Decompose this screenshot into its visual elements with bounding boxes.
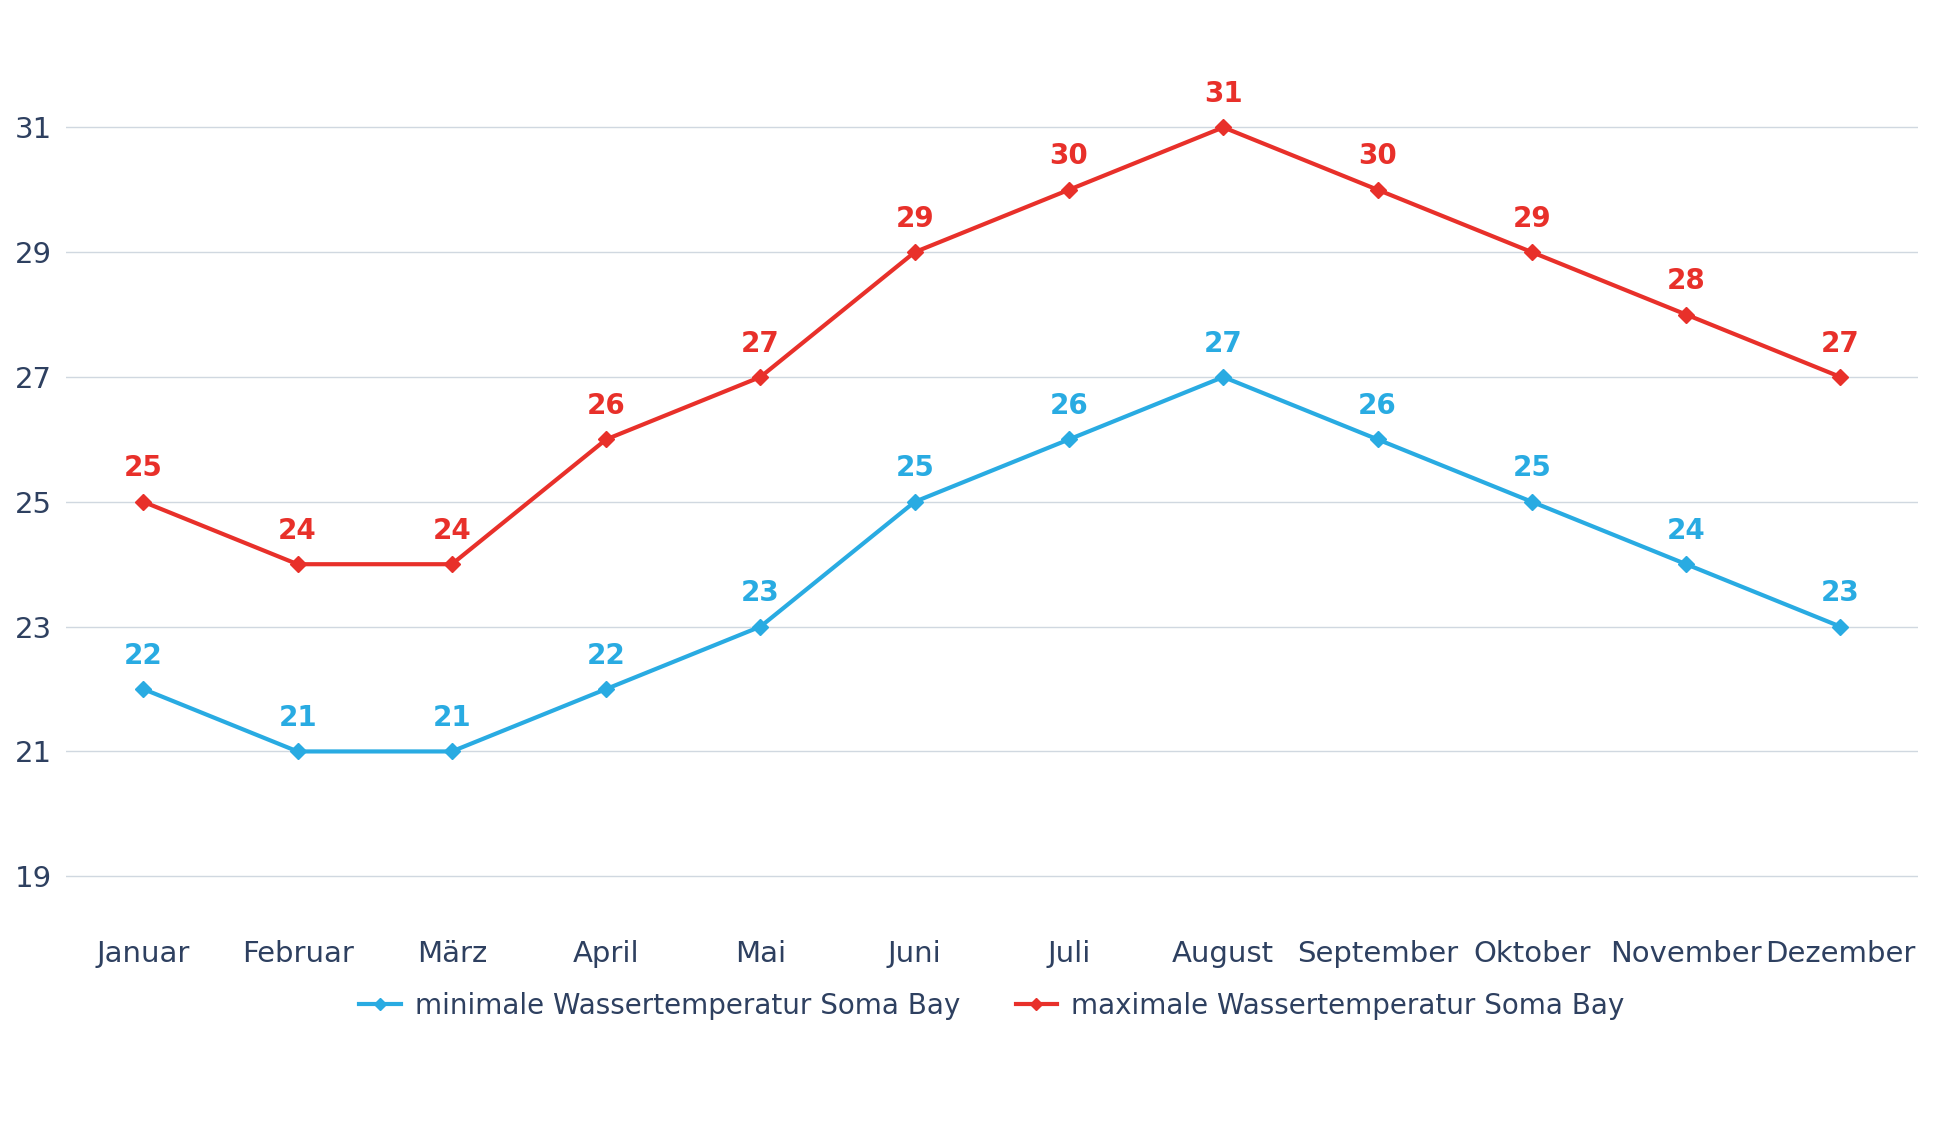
- Text: 26: 26: [1050, 392, 1089, 420]
- Text: 23: 23: [741, 579, 780, 607]
- Text: 25: 25: [895, 455, 934, 482]
- minimale Wassertemperatur Soma Bay: [1058, 432, 1081, 446]
- minimale Wassertemperatur Soma Bay: [286, 744, 309, 758]
- Text: 30: 30: [1050, 143, 1089, 171]
- minimale Wassertemperatur Soma Bay: [749, 620, 772, 633]
- Text: 22: 22: [587, 641, 626, 670]
- maximale Wassertemperatur Soma Bay: [1212, 121, 1235, 135]
- maximale Wassertemperatur Soma Bay: [902, 245, 926, 259]
- minimale Wassertemperatur Soma Bay: [1365, 432, 1389, 446]
- Text: 26: 26: [587, 392, 626, 420]
- maximale Wassertemperatur Soma Bay: [595, 432, 619, 446]
- Text: 31: 31: [1204, 80, 1243, 107]
- minimale Wassertemperatur Soma Bay: [1675, 558, 1698, 571]
- maximale Wassertemperatur Soma Bay: [1675, 308, 1698, 321]
- Text: 25: 25: [1513, 455, 1552, 482]
- minimale Wassertemperatur Soma Bay: [132, 682, 156, 696]
- maximale Wassertemperatur Soma Bay: [1058, 183, 1081, 197]
- Legend: minimale Wassertemperatur Soma Bay, maximale Wassertemperatur Soma Bay: minimale Wassertemperatur Soma Bay, maxi…: [348, 981, 1636, 1030]
- Text: 21: 21: [432, 703, 471, 732]
- Line: maximale Wassertemperatur Soma Bay: maximale Wassertemperatur Soma Bay: [138, 122, 1846, 570]
- maximale Wassertemperatur Soma Bay: [286, 558, 309, 571]
- Text: 24: 24: [432, 517, 471, 545]
- Text: 27: 27: [741, 329, 780, 357]
- Text: 21: 21: [278, 703, 317, 732]
- Text: 29: 29: [895, 205, 934, 233]
- maximale Wassertemperatur Soma Bay: [1521, 245, 1544, 259]
- Text: 23: 23: [1821, 579, 1859, 607]
- minimale Wassertemperatur Soma Bay: [1212, 370, 1235, 383]
- Line: minimale Wassertemperatur Soma Bay: minimale Wassertemperatur Soma Bay: [138, 371, 1846, 757]
- maximale Wassertemperatur Soma Bay: [132, 495, 156, 509]
- minimale Wassertemperatur Soma Bay: [440, 744, 463, 758]
- minimale Wassertemperatur Soma Bay: [1521, 495, 1544, 509]
- Text: 25: 25: [124, 455, 163, 482]
- Text: 24: 24: [1667, 517, 1706, 545]
- Text: 28: 28: [1667, 267, 1706, 295]
- minimale Wassertemperatur Soma Bay: [595, 682, 619, 696]
- Text: 29: 29: [1513, 205, 1552, 233]
- Text: 30: 30: [1358, 143, 1397, 171]
- minimale Wassertemperatur Soma Bay: [1828, 620, 1852, 633]
- Text: 27: 27: [1204, 329, 1243, 357]
- maximale Wassertemperatur Soma Bay: [1828, 370, 1852, 383]
- Text: 24: 24: [278, 517, 317, 545]
- maximale Wassertemperatur Soma Bay: [749, 370, 772, 383]
- maximale Wassertemperatur Soma Bay: [1365, 183, 1389, 197]
- Text: 26: 26: [1358, 392, 1397, 420]
- maximale Wassertemperatur Soma Bay: [440, 558, 463, 571]
- Text: 22: 22: [124, 641, 163, 670]
- minimale Wassertemperatur Soma Bay: [902, 495, 926, 509]
- Text: 27: 27: [1821, 329, 1859, 357]
